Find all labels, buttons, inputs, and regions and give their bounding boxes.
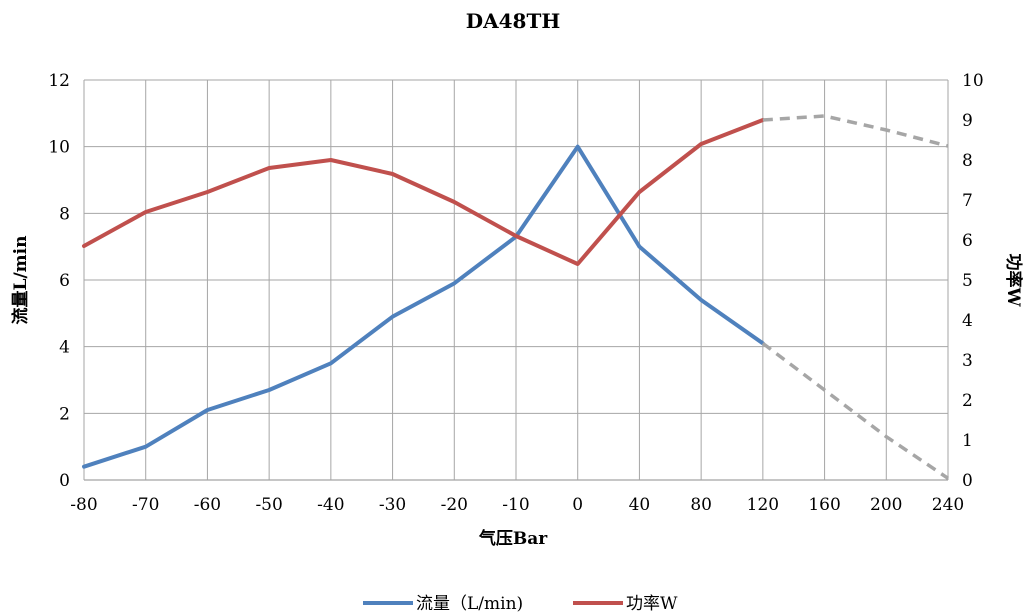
- legend-label-flow: 流量（L/min): [416, 594, 523, 613]
- legend: 流量（L/min) 功率W: [363, 594, 678, 613]
- left-axis-ticks: 0 2 4 6 8 10 12: [48, 71, 70, 491]
- flow-extrapolated-line: [761, 341, 949, 480]
- y-tick-label: 4: [59, 338, 70, 358]
- y2-tick-label: 9: [962, 111, 973, 131]
- x-tick-label: 120: [747, 495, 779, 515]
- x-tick-label: 200: [870, 495, 902, 515]
- x-tick-label: -80: [70, 495, 97, 515]
- y2-tick-label: 6: [962, 231, 973, 251]
- y2-tick-label: 3: [962, 351, 973, 371]
- y-tick-label: 10: [48, 138, 70, 158]
- x-tick-label: 40: [629, 495, 651, 515]
- y2-tick-label: 0: [962, 471, 973, 491]
- y2-axis-title: 功率W: [1003, 253, 1024, 307]
- chart-title: DA48TH: [466, 9, 560, 33]
- y-tick-label: 6: [59, 271, 70, 291]
- x-axis-ticks: -80 -70 -60 -50 -40 -30 -20 -10 0 40 80 120 160 200 24…: [70, 495, 964, 515]
- y2-tick-label: 8: [962, 151, 973, 171]
- x-tick-label: 80: [690, 495, 712, 515]
- power-extrapolated-line: [762, 114, 949, 148]
- right-axis-ticks: 0 1 2 3 4 5 6 7 8 9 10: [962, 71, 984, 491]
- y-tick-label: 0: [59, 471, 70, 491]
- x-axis-title: 气压Bar: [478, 528, 548, 549]
- power-series-line: [82, 118, 765, 266]
- x-tick-label: -30: [379, 495, 406, 515]
- x-tick-label: 0: [572, 495, 583, 515]
- y2-tick-label: 1: [962, 431, 973, 451]
- x-tick-label: 160: [808, 495, 840, 515]
- x-tick-label: -10: [502, 495, 529, 515]
- y2-tick-label: 2: [962, 391, 973, 411]
- y-axis-title: 流量L/min: [10, 236, 31, 325]
- grid: [83, 79, 949, 481]
- x-tick-label: -60: [194, 495, 221, 515]
- y2-tick-label: 4: [962, 311, 973, 331]
- y2-tick-label: 7: [962, 191, 973, 211]
- y-tick-label: 12: [48, 71, 70, 91]
- y-tick-label: 8: [59, 204, 70, 224]
- y-tick-label: 2: [59, 404, 70, 424]
- x-tick-label: -20: [441, 495, 468, 515]
- y2-tick-label: 5: [962, 271, 973, 291]
- flow-series-line: [82, 144, 765, 469]
- legend-label-power: 功率W: [626, 594, 678, 613]
- series-lines: [82, 114, 949, 480]
- x-tick-label: -50: [255, 495, 282, 515]
- y2-tick-label: 10: [962, 71, 984, 91]
- x-tick-label: -40: [317, 495, 344, 515]
- x-tick-label: -70: [132, 495, 159, 515]
- x-tick-label: 240: [932, 495, 964, 515]
